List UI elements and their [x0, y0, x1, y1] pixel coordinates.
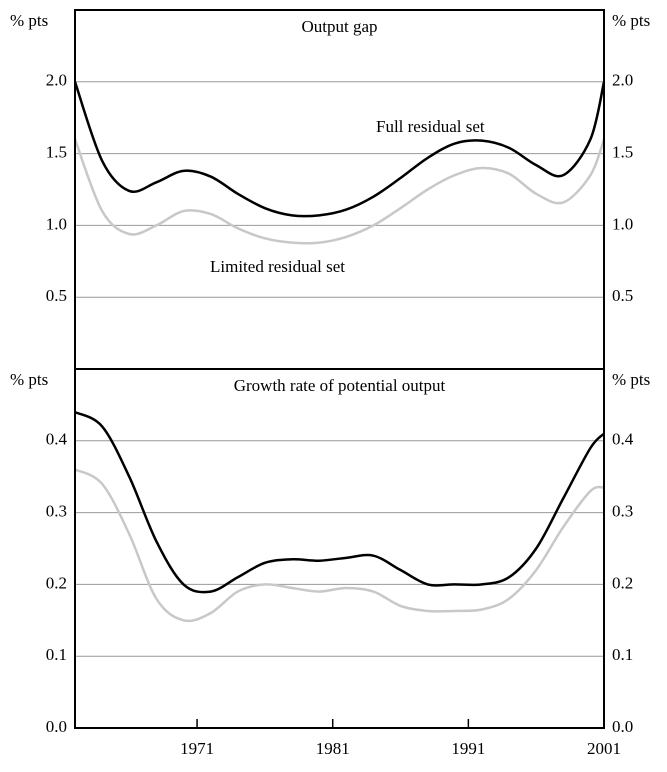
- y-axis-label: % pts: [10, 370, 48, 389]
- panel-frame: [74, 368, 605, 729]
- x-tick-label: 1981: [316, 739, 350, 758]
- y-axis-label: % pts: [10, 11, 48, 30]
- y-tick-label: 1.0: [46, 214, 67, 233]
- y-tick-label: 2.0: [46, 71, 67, 90]
- y2-tick-label: 2.0: [612, 71, 633, 90]
- y-tick-label: 1.5: [46, 143, 67, 162]
- y2-tick-label: 0.3: [612, 502, 633, 521]
- y2-tick-label: 0.2: [612, 573, 633, 592]
- y2-axis-label: % pts: [612, 370, 650, 389]
- line-series: [73, 81, 606, 218]
- series-annotation: Limited residual set: [210, 257, 345, 276]
- x-tick-label: 1971: [180, 739, 214, 758]
- y-tick-label: 0.1: [46, 645, 67, 664]
- y-tick-label: 0.5: [46, 286, 67, 305]
- series-annotation: Full residual set: [376, 117, 485, 136]
- y2-tick-label: 0.4: [612, 430, 634, 449]
- y-tick-label: 0.2: [46, 573, 67, 592]
- y2-tick-label: 0.5: [612, 286, 633, 305]
- y2-tick-label: 1.5: [612, 143, 633, 162]
- line-series: [74, 410, 605, 594]
- x-tick-label: 2001: [587, 739, 621, 758]
- line-series: [74, 468, 605, 623]
- y2-axis-label: % pts: [612, 11, 650, 30]
- line-series: [73, 138, 606, 245]
- x-tick-label: 1991: [451, 739, 485, 758]
- y-tick-label: 0.3: [46, 502, 67, 521]
- y2-tick-label: 1.0: [612, 214, 633, 233]
- y-tick-label: 0.0: [46, 717, 67, 736]
- y-tick-label: 0.4: [46, 430, 68, 449]
- y2-tick-label: 0.1: [612, 645, 633, 664]
- panel-title: Growth rate of potential output: [234, 376, 446, 395]
- panel-title: Output gap: [301, 17, 377, 36]
- y2-tick-label: 0.0: [612, 717, 633, 736]
- panel-frame: [74, 9, 605, 370]
